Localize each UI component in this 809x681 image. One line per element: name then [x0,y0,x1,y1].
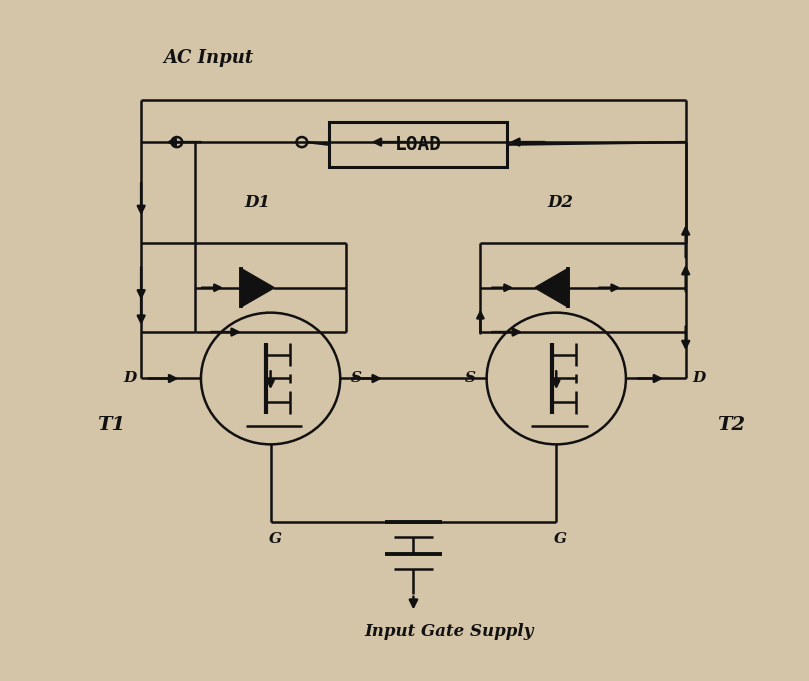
Text: S: S [465,372,476,385]
Text: Input Gate Supply: Input Gate Supply [364,623,534,640]
Text: T1: T1 [97,416,125,434]
Text: T2: T2 [717,416,745,434]
Polygon shape [536,269,568,306]
Text: S: S [351,372,362,385]
Text: D1: D1 [244,194,270,211]
Text: D: D [124,372,137,385]
Text: D: D [693,372,706,385]
Text: D2: D2 [548,194,574,211]
Polygon shape [241,269,273,306]
Text: G: G [269,532,282,546]
Text: AC Input: AC Input [163,48,253,67]
Text: G: G [554,532,567,546]
Bar [328,122,507,168]
Text: LOAD: LOAD [395,135,442,154]
